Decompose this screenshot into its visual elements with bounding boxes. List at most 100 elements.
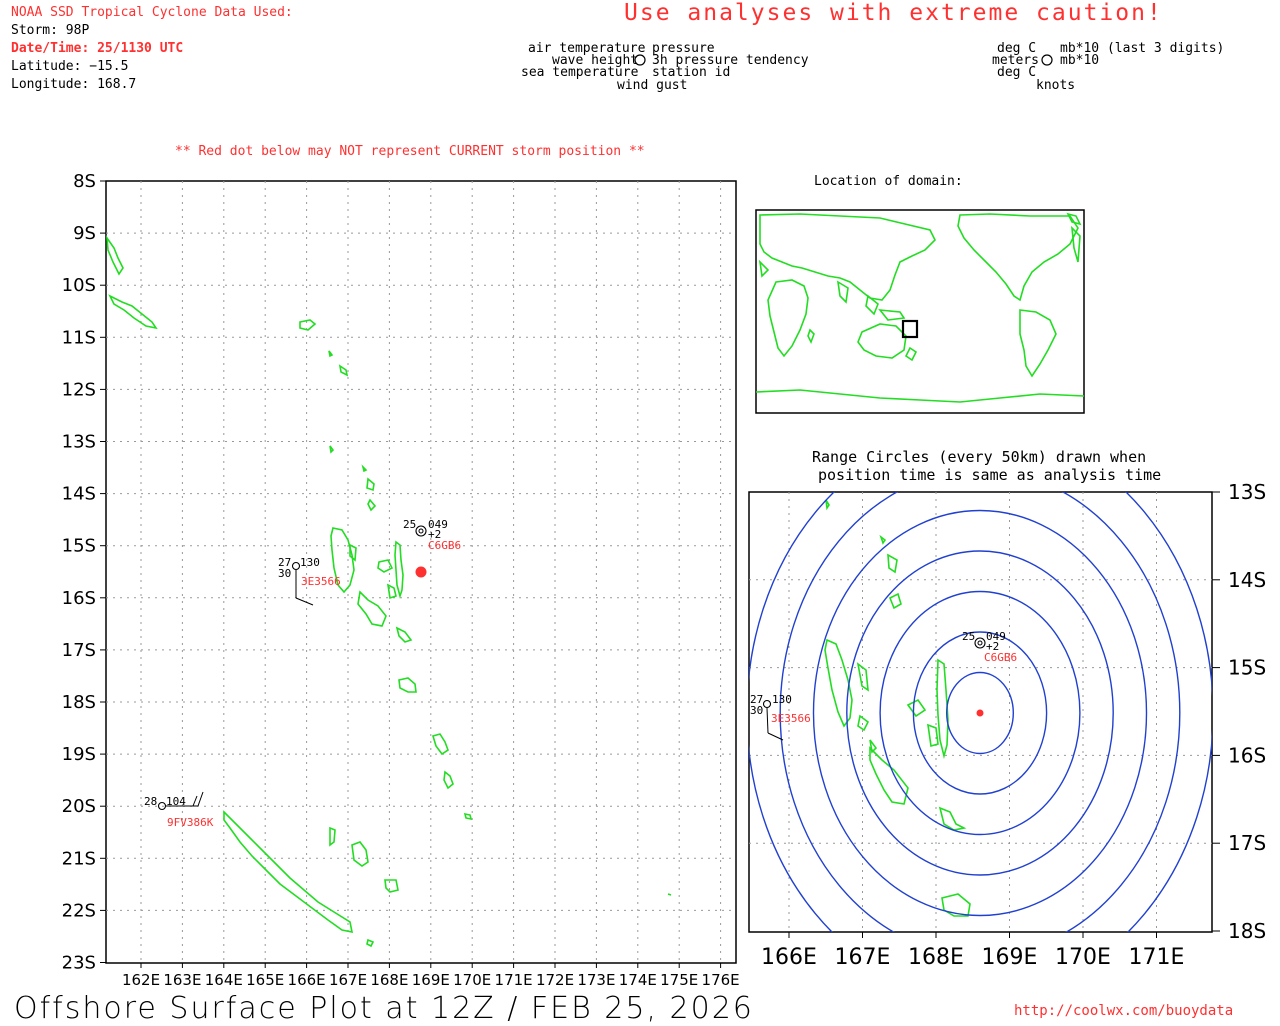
zoom-lon-label: 167E [835, 945, 891, 970]
range-circle [812, 509, 1148, 917]
main-map-grid [100, 180, 736, 968]
zoom-lon-label: 169E [982, 945, 1038, 970]
zoom-lat-label: 17S [1228, 831, 1266, 855]
main-map-frame [105, 180, 737, 964]
zoom-lon-label: 170E [1055, 945, 1111, 970]
main-lon-label: 165E [246, 971, 284, 989]
zoom-map-lon-labels: 166E 167E 168E 169E 170E 171E [761, 932, 1184, 970]
main-lon-label: 167E [329, 971, 367, 989]
footer-title: Offshore Surface Plot at 12Z / FEB 25, 2… [14, 991, 754, 1026]
zoom-lon-label: 171E [1129, 945, 1185, 970]
station-3e3566-air: 27 [278, 556, 291, 569]
station-9fv386k[interactable]: 28 104 9FV386K [144, 791, 214, 829]
station-9fv386k-air: 28 [144, 795, 157, 808]
units-deg-c-sea: deg C [997, 65, 1037, 80]
storm-label: Storm: 98P [11, 23, 90, 38]
main-lat-label: 22S [62, 900, 96, 921]
main-lon-label: 164E [205, 971, 243, 989]
legend-station-id: station id [652, 65, 731, 80]
station-c6gb6-air: 25 [403, 518, 416, 531]
station-c6gb6-id: C6GB6 [428, 539, 461, 552]
units-knots: knots [1036, 78, 1076, 93]
zoom-lon-label: 168E [908, 945, 964, 970]
range-circle [846, 550, 1114, 876]
main-lat-label: 23S [62, 953, 96, 974]
main-lat-label: 21S [62, 848, 96, 869]
domain-locator-box [901, 319, 919, 339]
zoom-lat-label: 15S [1228, 656, 1266, 680]
station-3e3566[interactable]: 27 30 130 3E3566 [278, 556, 341, 606]
zoom-lat-label: 14S [1228, 568, 1266, 592]
location-title: Location of domain: [814, 174, 963, 189]
station-c6gb6[interactable]: 25 049 +2 C6GB6 [403, 518, 461, 552]
main-map-lat-labels: 8S 9S 10S 11S 12S 13S 14S 15S 16S 17S 18S 19S 20S 21S… [62, 171, 96, 974]
units-meters: meters [992, 53, 1039, 68]
main-lon-label: 176E [702, 971, 740, 989]
legend-pressure: pressure [652, 41, 715, 56]
legend-sea-temperature: sea temperature [521, 65, 639, 80]
zoom-storm-dot[interactable] [976, 709, 984, 717]
main-lat-label: 17S [62, 640, 96, 661]
station-c6gb6-pressure: 049 [428, 518, 448, 531]
legend-wind-gust: wind gust [617, 78, 688, 93]
locator-frame [755, 209, 1085, 414]
main-lon-label: 166E [288, 971, 326, 989]
main-lat-label: 12S [62, 379, 96, 400]
range-circle [912, 631, 1048, 795]
main-lat-label: 14S [62, 484, 96, 505]
station-9fv386k-pressure: 104 [166, 795, 186, 808]
locator-coastlines [755, 212, 1085, 403]
zoom-station-c6gb6[interactable]: 25 049 +2 C6GB6 [962, 630, 1017, 664]
main-lon-label: 173E [577, 971, 615, 989]
station-c6gb6-tendency: +2 [428, 528, 441, 541]
legend-air-temperature: air temperature [528, 41, 646, 56]
zoom-map-lat-labels: 13S 14S 15S 16S 17S 18S [1212, 480, 1266, 943]
range-circle [879, 590, 1081, 836]
main-lon-label: 175E [660, 971, 698, 989]
zoom-c6gb6-pressure: 049 [986, 630, 1006, 643]
main-lon-label: 172E [536, 971, 574, 989]
main-lon-label: 163E [163, 971, 201, 989]
zoom-station-3e3566[interactable]: 27 30 130 3E3566 [750, 693, 811, 741]
main-lat-label: 18S [62, 692, 96, 713]
datetime-label: Date/Time: 25/1130 UTC [11, 41, 184, 56]
range-title-line2: position time is same as analysis time [818, 466, 1162, 484]
zoom-lon-label: 166E [761, 945, 817, 970]
caution-banner: Use analyses with extreme caution! [624, 0, 1163, 26]
main-lat-label: 10S [62, 275, 96, 296]
storm-position-warning: ** Red dot below may NOT represent CURRE… [175, 144, 645, 159]
zoom-lat-label: 16S [1228, 743, 1266, 767]
main-lat-label: 19S [62, 744, 96, 765]
zoom-c6gb6-air: 25 [962, 630, 975, 643]
storm-position-dot[interactable] [415, 566, 427, 578]
main-coastlines [105, 235, 672, 948]
main-lat-label: 13S [62, 432, 96, 453]
station-3e3566-sea: 30 [278, 567, 291, 580]
units-mb: mb*10 [1060, 53, 1100, 68]
zoom-map-grid [749, 492, 1212, 932]
zoom-3e3566-id: 3E3566 [771, 712, 811, 725]
latitude-label: Latitude: −15.5 [11, 59, 129, 74]
zoom-lat-label: 18S [1228, 919, 1266, 943]
main-lon-label: 174E [619, 971, 657, 989]
main-lat-label: 20S [62, 796, 96, 817]
legend-station-symbol [634, 54, 646, 66]
zoom-3e3566-pressure: 130 [772, 693, 792, 706]
footer-url[interactable]: http://coolwx.com/buoydata [1014, 1003, 1234, 1019]
station-3e3566-pressure: 130 [300, 556, 320, 569]
station-3e3566-id: 3E3566 [301, 575, 341, 588]
main-lat-label: 16S [62, 588, 96, 609]
units-deg-c-air: deg C [997, 41, 1037, 56]
main-map-lon-labels: 162E 163E 164E 165E 166E 167E 168E 169E 170E 171E… [122, 971, 740, 989]
main-lon-label: 169E [412, 971, 450, 989]
zoom-c6gb6-tendency: +2 [986, 640, 999, 653]
legend-pressure-tendency: 3h pressure tendency [652, 53, 809, 68]
range-title-line1: Range Circles (every 50km) drawn when [812, 448, 1147, 466]
main-map: 8S 9S 10S 11S 12S 13S 14S 15S 16S 17S 18S 19S 20S 21S… [62, 171, 740, 989]
units-mb-last3: mb*10 (last 3 digits) [1060, 41, 1225, 56]
source-title: NOAA SSD Tropical Cyclone Data Used: [11, 5, 293, 20]
zoom-c6gb6-id: C6GB6 [984, 651, 1017, 664]
main-lat-label: 8S [73, 171, 96, 192]
station-9fv386k-id: 9FV386K [167, 816, 214, 829]
